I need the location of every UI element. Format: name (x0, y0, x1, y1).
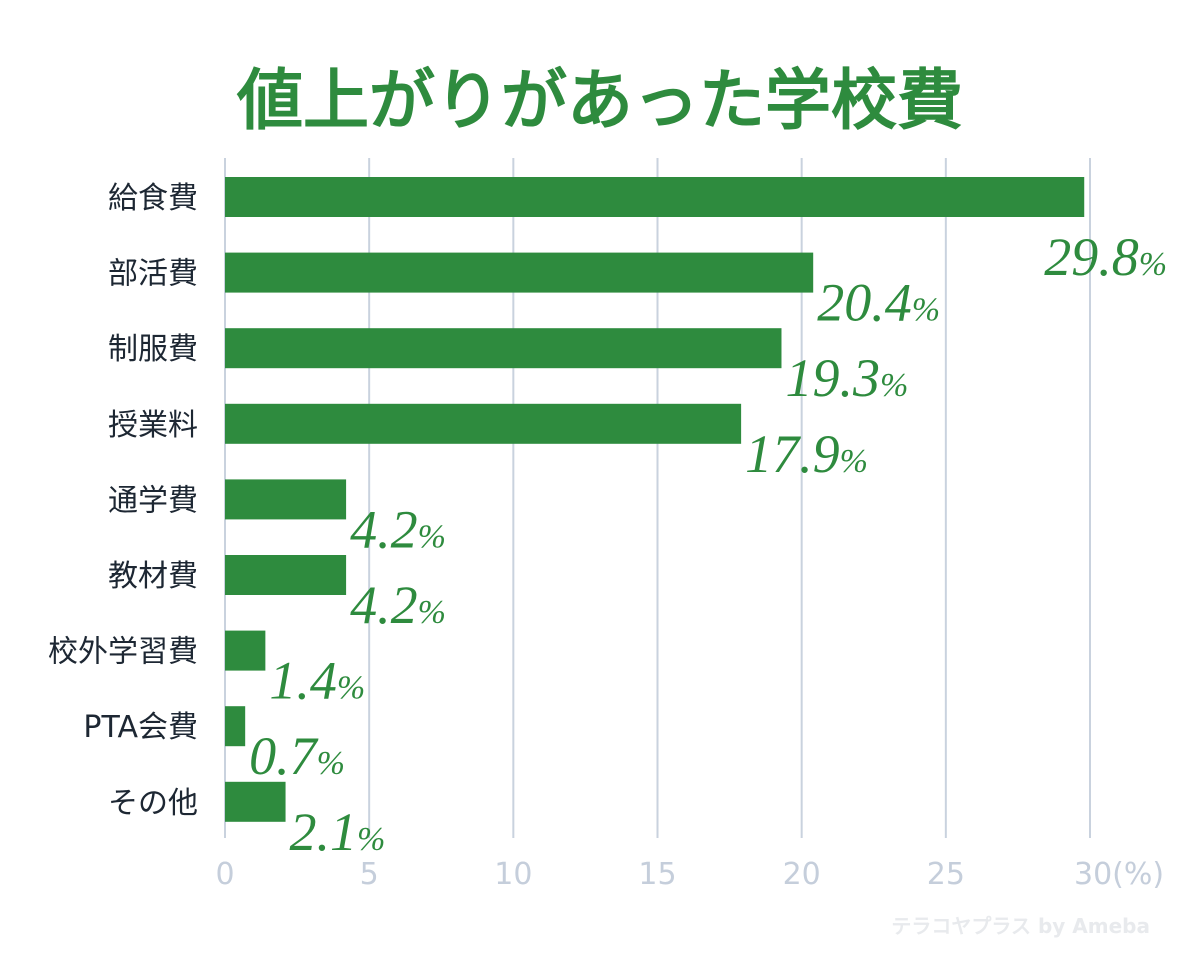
x-tick-label-25: 25 (927, 857, 965, 892)
x-tick-label-10: 10 (494, 857, 532, 892)
bar-4 (225, 403, 742, 444)
x-axis-ticks: 0 5 10 15 20 25 30(%) (215, 857, 1164, 892)
category-label-2: 部活費 (108, 257, 198, 292)
data-labels: 29.8% 20.4% 19.3% 17.9% 4.2% 4.2% 1.4% 0.7% 2.1% (249, 227, 1167, 862)
data-label-5: 4.2% (350, 499, 446, 559)
data-label-3: 19.3% (785, 348, 908, 408)
bar-7 (225, 630, 266, 671)
category-label-3: 制服費 (108, 332, 198, 367)
watermark-logo: テラコヤプラス by Ameba (891, 914, 1150, 938)
category-label-1: 給食費 (108, 181, 198, 216)
category-label-5: 通学費 (108, 483, 198, 518)
data-label-2: 20.4% (817, 273, 940, 333)
data-label-9: 2.1% (290, 802, 386, 862)
bar-8 (225, 706, 246, 747)
category-label-9: その他 (108, 786, 198, 821)
data-label-4: 17.9% (745, 424, 868, 484)
chart-title: 値上がりがあった学校費 (236, 62, 963, 139)
bar-1 (225, 177, 1085, 217)
category-label-7: 校外学習費 (48, 635, 198, 670)
x-tick-label-15: 15 (638, 857, 676, 892)
bar-3 (225, 328, 782, 369)
x-tick-label-30: 30(%) (1074, 857, 1164, 892)
category-label-6: 教材費 (108, 559, 198, 594)
data-label-6: 4.2% (350, 575, 446, 635)
category-label-4: 授業料 (108, 408, 198, 443)
x-tick-label-0: 0 (215, 857, 234, 892)
data-label-8: 0.7% (249, 726, 345, 786)
bars (225, 177, 1085, 822)
bar-5 (225, 479, 347, 520)
data-label-1: 29.8% (1044, 227, 1167, 287)
bar-6 (225, 555, 347, 595)
x-tick-label-5: 5 (360, 857, 379, 892)
data-label-7: 1.4% (269, 651, 365, 711)
bar-2 (225, 252, 814, 293)
bar-9 (225, 781, 286, 822)
category-label-8: PTA会費 (83, 710, 198, 745)
x-tick-label-20: 20 (783, 857, 821, 892)
